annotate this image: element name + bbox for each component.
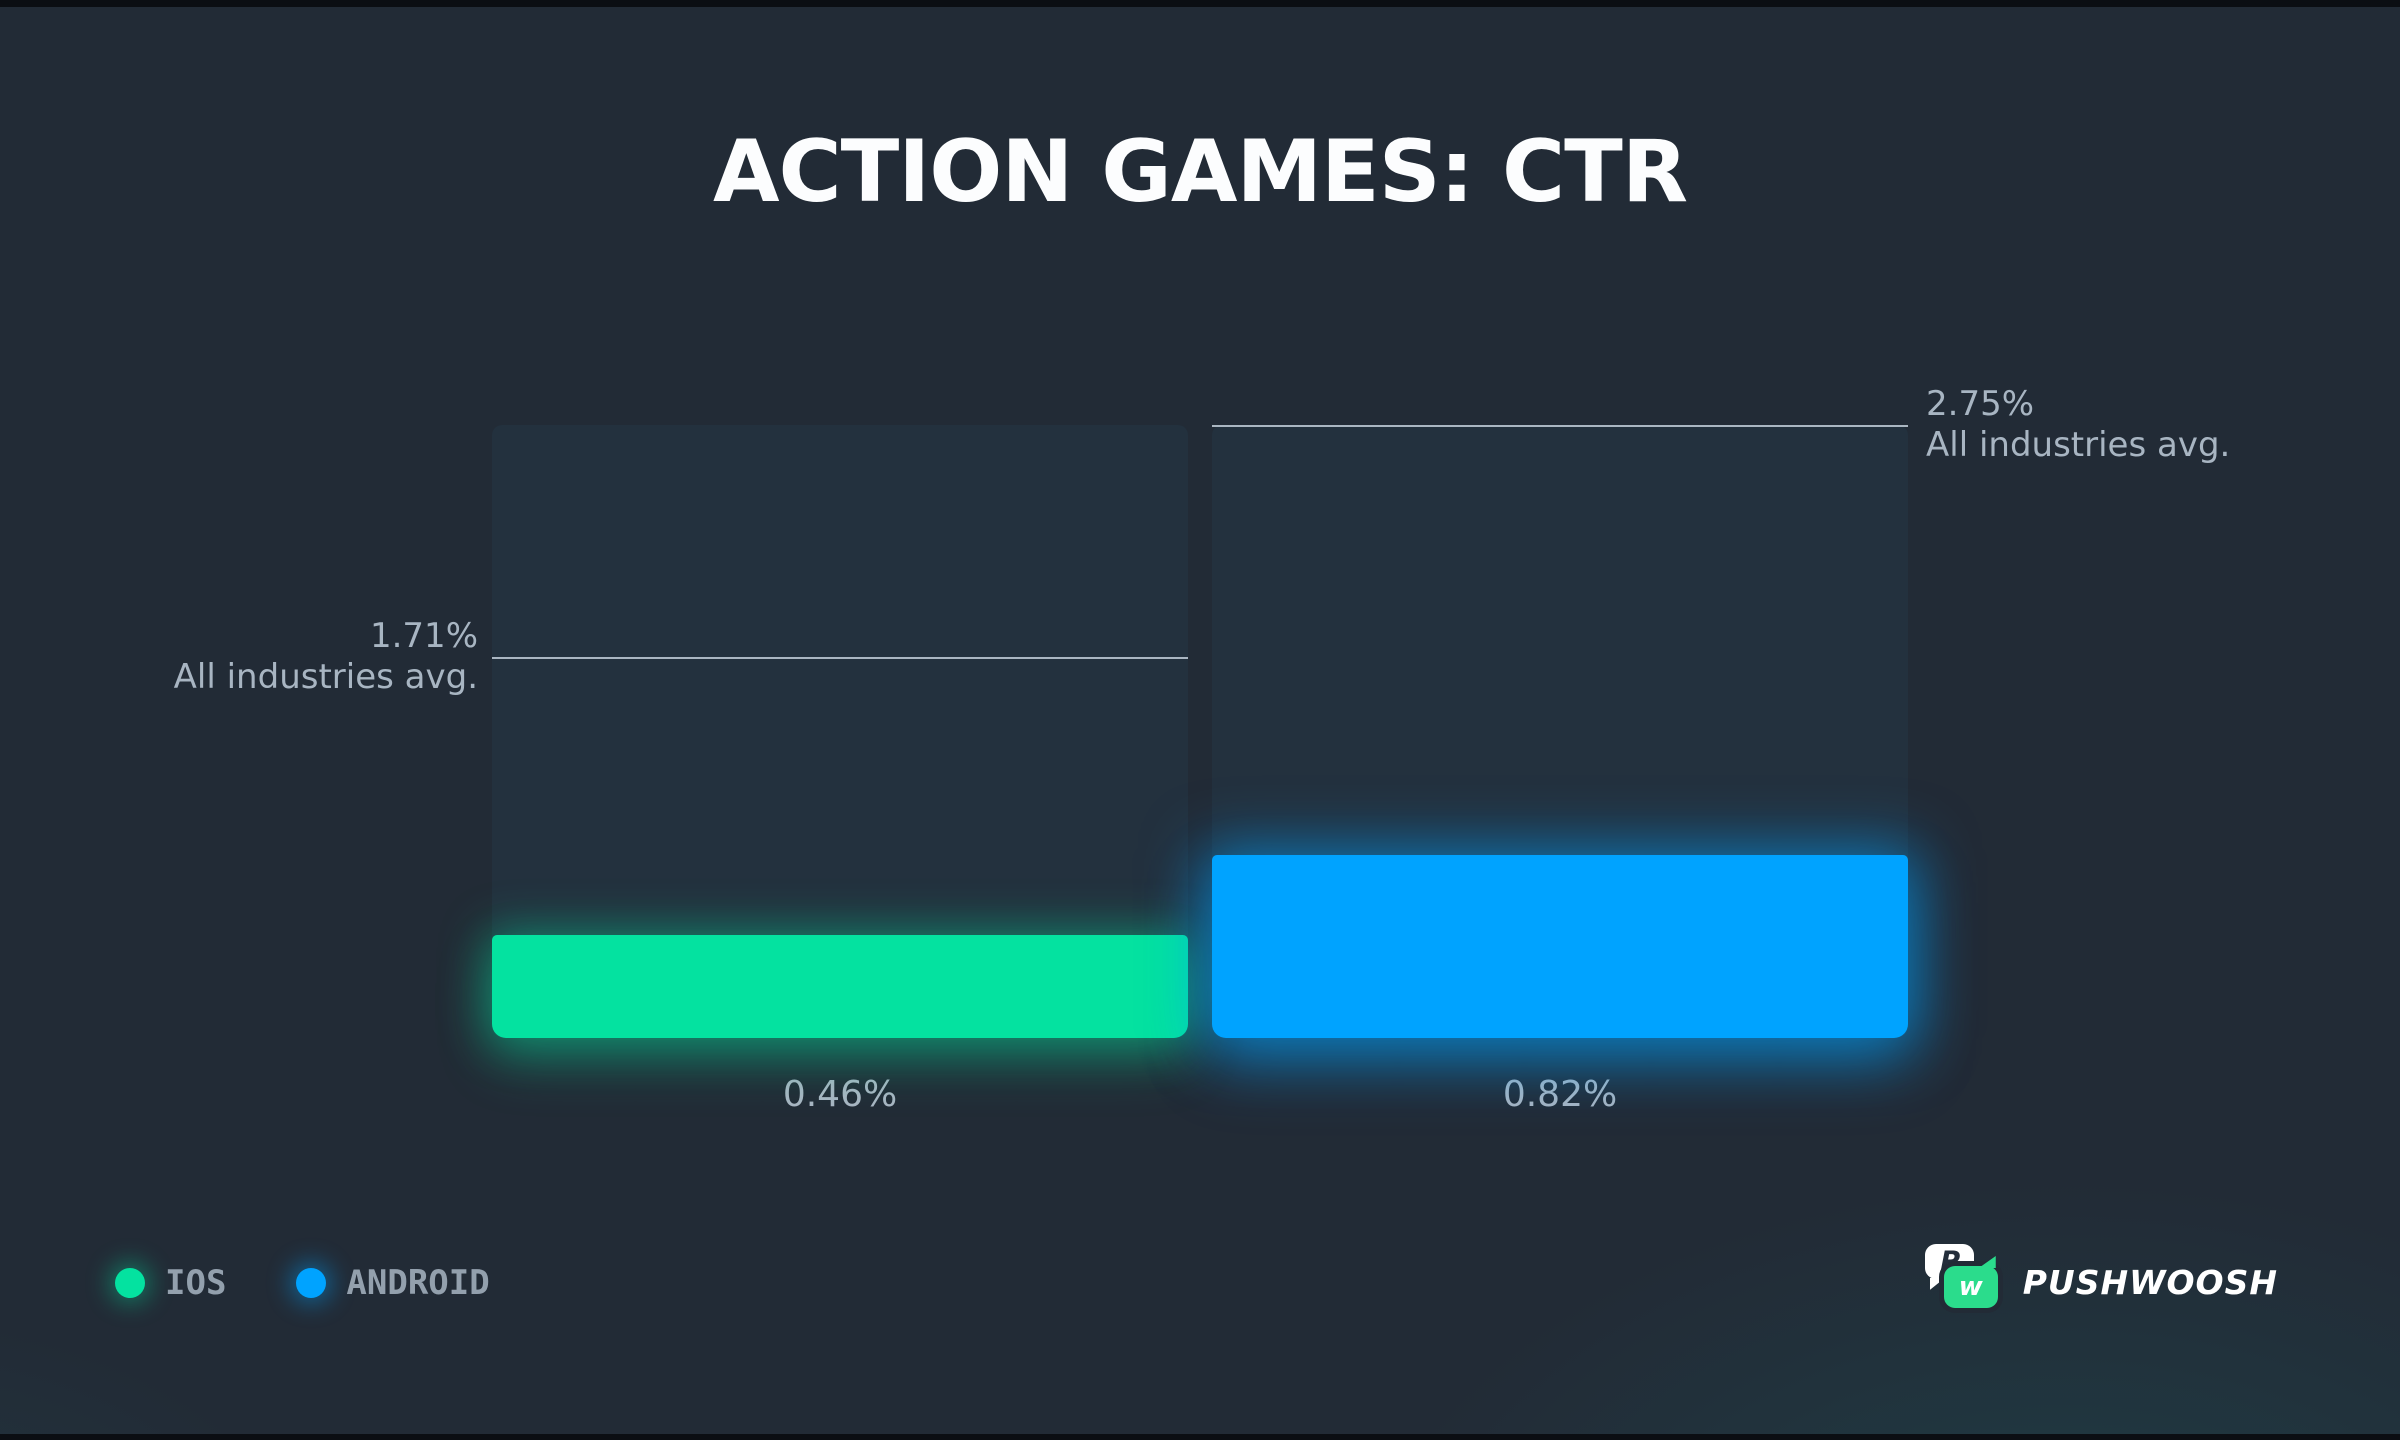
benchmark-line-android	[1212, 425, 1908, 427]
logo-letter-w: w	[1958, 1272, 1983, 1302]
bar-android	[1212, 855, 1908, 1038]
benchmark-label-android: 2.75% All industries avg.	[1926, 384, 2230, 466]
benchmark-label-ios: 1.71% All industries avg.	[174, 616, 478, 698]
android-legend-dot-icon	[296, 1268, 327, 1298]
benchmark-line-ios	[492, 657, 1188, 659]
legend: IOS ANDROID	[115, 1263, 490, 1303]
legend-label-ios: IOS	[165, 1263, 227, 1303]
bar-ios	[492, 935, 1188, 1038]
speech-bubble-w-icon: w	[1943, 1266, 1998, 1308]
pushwoosh-logo: P w PUSHWOOSH	[1924, 1244, 2278, 1320]
legend-item-android: ANDROID	[296, 1263, 490, 1303]
chart-column-android: 0.82%	[1212, 425, 1908, 1115]
bar-value-ios: 0.46%	[782, 1074, 898, 1115]
bottom-border	[0, 1434, 2400, 1440]
chart-column-ios: 0.46%	[492, 425, 1188, 1115]
ios-legend-dot-icon	[115, 1268, 145, 1298]
chart-title: ACTION GAMES: CTR	[712, 122, 1688, 222]
bar-value-android: 0.82%	[1502, 1074, 1618, 1115]
benchmark-sublabel-android: All industries avg.	[1926, 425, 2231, 465]
benchmark-sublabel-ios: All industries avg.	[173, 657, 478, 697]
legend-item-ios: IOS	[115, 1263, 226, 1303]
benchmark-value-android: 2.75%	[1926, 384, 2035, 424]
brand-wordmark: PUSHWOOSH	[2022, 1262, 2278, 1302]
pushwoosh-bubbles-icon: P w	[1924, 1244, 2007, 1320]
top-border	[0, 0, 2400, 7]
legend-label-android: ANDROID	[346, 1263, 490, 1303]
benchmark-value-ios: 1.71%	[369, 616, 478, 656]
